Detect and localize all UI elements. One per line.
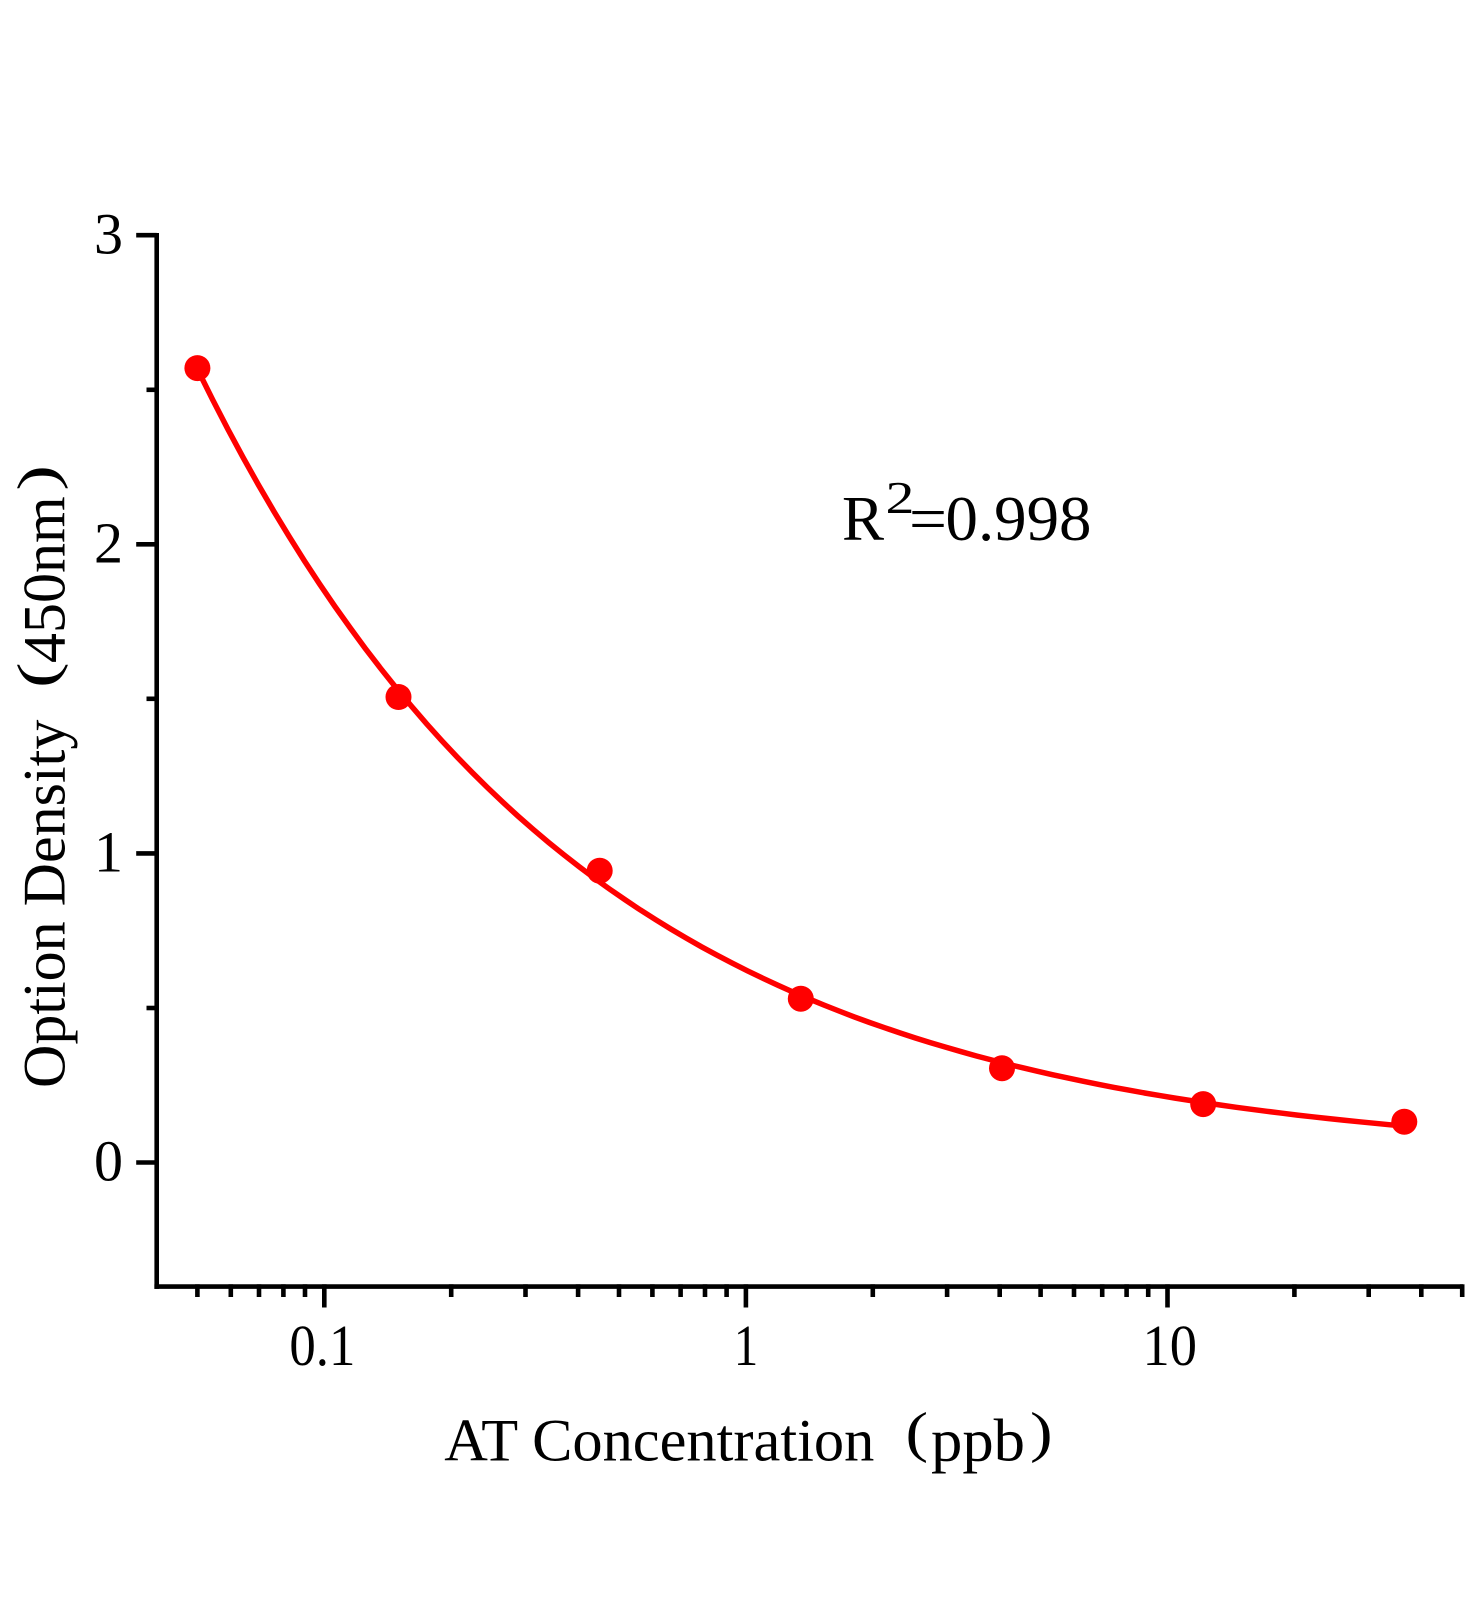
svg-text:2: 2 — [94, 511, 123, 576]
svg-text:R: R — [842, 484, 884, 554]
svg-text:0.998: 0.998 — [946, 484, 1092, 554]
svg-text:1: 1 — [734, 1313, 759, 1378]
svg-text:(: ( — [7, 662, 69, 688]
svg-text:0.1: 0.1 — [289, 1313, 355, 1378]
svg-text:0: 0 — [94, 1129, 123, 1194]
svg-text:2: 2 — [886, 472, 915, 523]
svg-text:Option Density: Option Density — [12, 720, 78, 1088]
svg-text:450nm: 450nm — [12, 496, 78, 663]
svg-text:(: ( — [906, 1402, 929, 1464]
svg-text:3: 3 — [94, 201, 123, 266]
svg-text:ppb: ppb — [931, 1408, 1025, 1474]
svg-text:): ) — [1030, 1402, 1053, 1464]
svg-text:10: 10 — [1142, 1313, 1197, 1378]
svg-text:): ) — [7, 465, 69, 491]
svg-text:AT Concentration: AT Concentration — [444, 1408, 874, 1474]
svg-text:=: = — [909, 484, 947, 554]
svg-text:1: 1 — [94, 820, 123, 885]
